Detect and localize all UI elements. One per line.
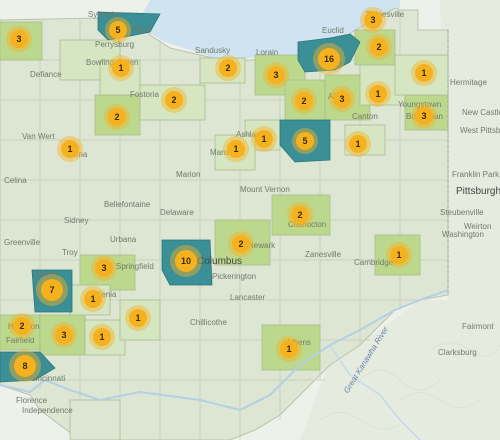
cluster-marker[interactable]: 2 <box>291 88 317 114</box>
cluster-count: 3 <box>364 11 382 29</box>
cluster-count: 3 <box>95 259 113 277</box>
cluster-count: 7 <box>41 279 63 301</box>
cluster-count: 1 <box>112 59 130 77</box>
cluster-count: 1 <box>84 290 102 308</box>
cluster-count: 8 <box>14 355 36 377</box>
cluster-count: 2 <box>165 91 183 109</box>
cluster-marker[interactable]: 2 <box>9 313 35 339</box>
cluster-marker[interactable]: 2 <box>104 104 130 130</box>
cluster-marker[interactable]: 1 <box>411 60 437 86</box>
cluster-marker[interactable]: 2 <box>228 231 254 257</box>
cluster-marker[interactable]: 1 <box>89 324 115 350</box>
cluster-marker[interactable]: 10 <box>170 245 202 277</box>
cluster-marker[interactable]: 1 <box>223 136 249 162</box>
county-shading <box>0 21 449 440</box>
cluster-marker[interactable]: 2 <box>161 87 187 113</box>
cluster-marker[interactable]: 1 <box>386 242 412 268</box>
cluster-count: 1 <box>227 140 245 158</box>
cluster-marker[interactable]: 3 <box>6 26 32 52</box>
cluster-marker[interactable]: 1 <box>345 131 371 157</box>
cluster-marker[interactable]: 2 <box>287 202 313 228</box>
cluster-marker[interactable]: 16 <box>313 43 345 75</box>
cluster-marker[interactable]: 3 <box>360 7 386 33</box>
cluster-count: 1 <box>390 246 408 264</box>
cluster-marker[interactable]: 3 <box>51 322 77 348</box>
cluster-count: 2 <box>13 317 31 335</box>
cluster-marker[interactable]: 2 <box>366 34 392 60</box>
cluster-count: 3 <box>415 107 433 125</box>
cluster-count: 1 <box>255 130 273 148</box>
cluster-count: 2 <box>291 206 309 224</box>
cluster-count: 1 <box>280 340 298 358</box>
cluster-count: 2 <box>232 235 250 253</box>
cluster-marker[interactable]: 3 <box>411 103 437 129</box>
cluster-count: 1 <box>415 64 433 82</box>
cluster-marker[interactable]: 3 <box>263 62 289 88</box>
cluster-marker[interactable]: 1 <box>80 286 106 312</box>
cluster-count: 2 <box>108 108 126 126</box>
cluster-marker[interactable]: 1 <box>251 126 277 152</box>
cluster-count: 2 <box>370 38 388 56</box>
cluster-marker[interactable]: 1 <box>125 305 151 331</box>
cluster-marker[interactable]: 1 <box>57 136 83 162</box>
cluster-count: 3 <box>333 90 351 108</box>
cluster-count: 2 <box>219 59 237 77</box>
cluster-marker[interactable]: 2 <box>215 55 241 81</box>
cluster-marker[interactable]: 3 <box>91 255 117 281</box>
cluster-marker[interactable]: 1 <box>108 55 134 81</box>
cluster-count: 1 <box>369 85 387 103</box>
cluster-marker[interactable]: 1 <box>365 81 391 107</box>
cluster-marker[interactable]: 5 <box>292 128 318 154</box>
lake-erie <box>140 0 400 60</box>
cluster-marker[interactable]: 1 <box>276 336 302 362</box>
cluster-count: 5 <box>296 132 314 150</box>
cluster-marker[interactable]: 3 <box>329 86 355 112</box>
cluster-marker[interactable]: 8 <box>9 350 41 382</box>
cluster-count: 1 <box>349 135 367 153</box>
cluster-count: 2 <box>295 92 313 110</box>
cluster-count: 3 <box>267 66 285 84</box>
cluster-count: 1 <box>93 328 111 346</box>
cluster-count: 16 <box>318 48 340 70</box>
cluster-count: 1 <box>61 140 79 158</box>
cluster-count: 1 <box>129 309 147 327</box>
cluster-count: 5 <box>109 21 127 39</box>
cluster-count: 3 <box>10 30 28 48</box>
ohio-river <box>0 289 449 412</box>
cluster-marker[interactable]: 7 <box>36 274 68 306</box>
cluster-count: 3 <box>55 326 73 344</box>
cluster-marker[interactable]: 5 <box>105 17 131 43</box>
cluster-count: 10 <box>175 250 197 272</box>
